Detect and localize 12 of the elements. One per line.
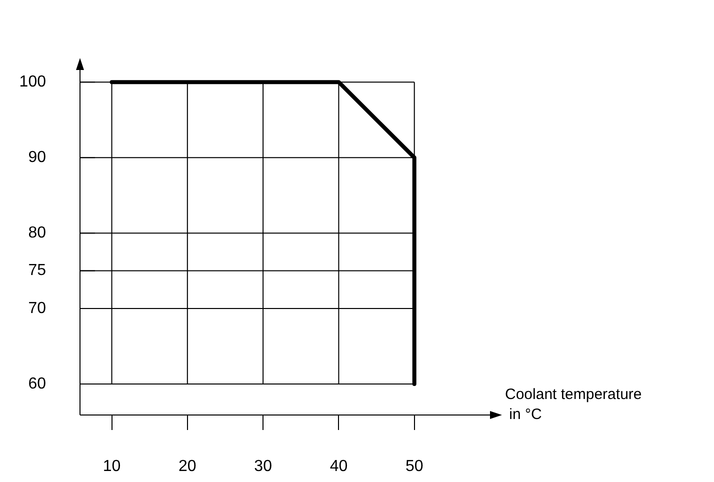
x-tick-label: 10: [102, 458, 121, 476]
y-tick-label: 60: [28, 375, 46, 392]
y-tick-label: 90: [28, 148, 46, 166]
x-tick-label: 30: [254, 458, 272, 476]
y-tick-label: 100: [19, 73, 46, 90]
x-tick-label: 50: [405, 458, 424, 476]
y-tick-label: 80: [28, 224, 46, 242]
x-tick-label: 40: [330, 458, 348, 476]
x-axis-title: Coolant temperature in °C: [505, 386, 642, 423]
x-tick-label: 20: [178, 458, 196, 476]
y-tick-label: 70: [28, 300, 46, 317]
y-tick-label: 75: [28, 262, 46, 280]
